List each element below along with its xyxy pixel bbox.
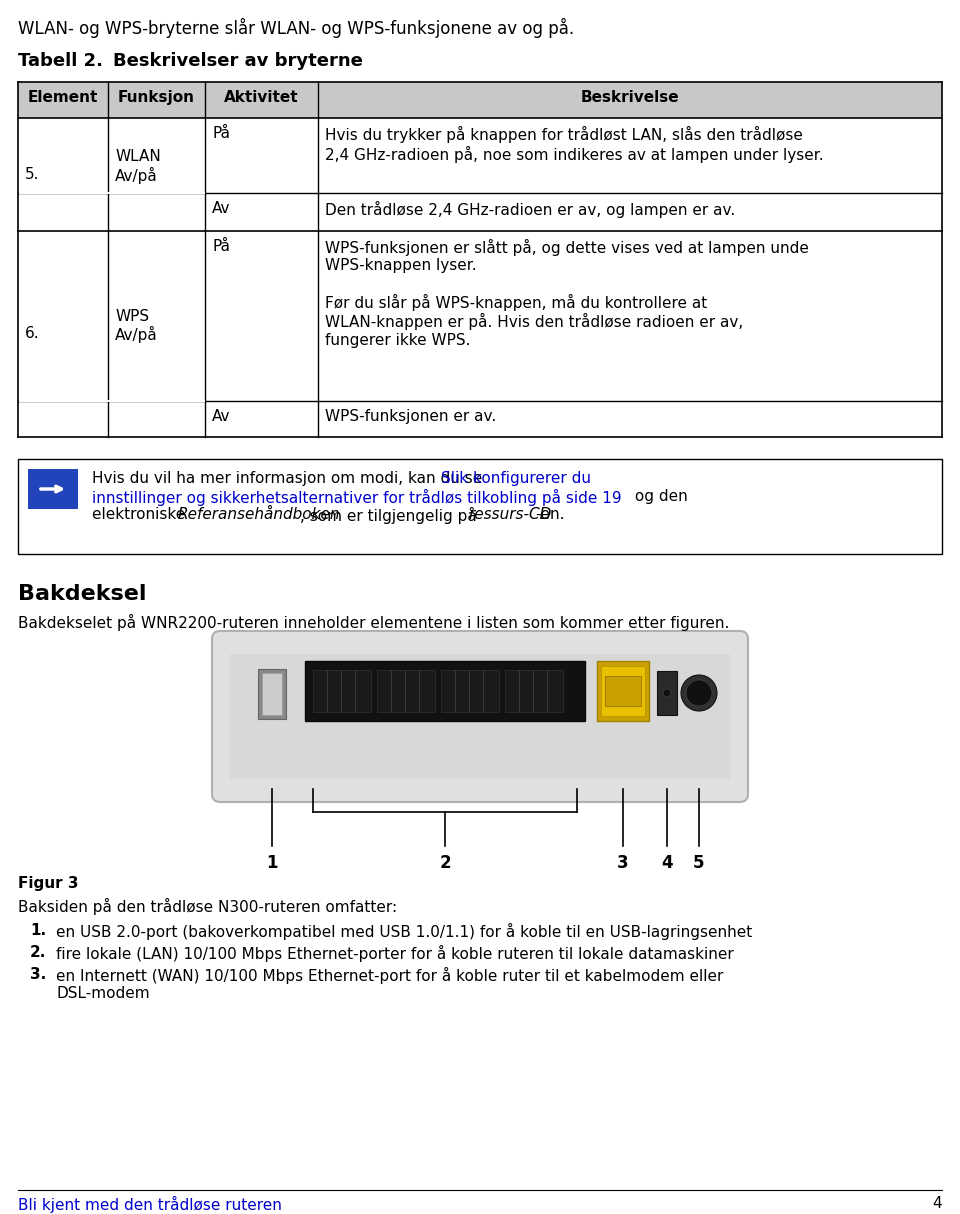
- Text: Referansehåndboken: Referansehåndboken: [178, 507, 341, 522]
- Bar: [657, 671, 677, 715]
- Text: fire lokale (LAN) 10/100 Mbps Ethernet-porter for å koble ruteren til lokale dat: fire lokale (LAN) 10/100 Mbps Ethernet-p…: [56, 944, 733, 961]
- Text: 4: 4: [661, 853, 673, 872]
- Bar: [601, 666, 645, 716]
- Text: På: På: [212, 126, 230, 141]
- Text: 3: 3: [617, 853, 629, 872]
- Text: innstillinger og sikkerhetsalternativer for trådløs tilkobling på side 19: innstillinger og sikkerhetsalternativer …: [92, 489, 622, 506]
- Circle shape: [686, 680, 712, 707]
- Bar: [18, 83, 942, 118]
- Bar: [258, 669, 286, 719]
- Text: 1.: 1.: [30, 923, 46, 938]
- Text: en Internett (WAN) 10/100 Mbps Ethernet-port for å koble ruter til et kabelmodem: en Internett (WAN) 10/100 Mbps Ethernet-…: [56, 968, 724, 1002]
- Bar: [19, 399, 205, 402]
- Bar: [305, 660, 585, 721]
- Bar: [441, 670, 499, 711]
- Text: Tabell 2.: Tabell 2.: [18, 52, 103, 70]
- Text: WPS
Av/på: WPS Av/på: [115, 308, 157, 344]
- Text: -en.: -en.: [535, 507, 564, 522]
- Text: , som er tilgjengelig på: , som er tilgjengelig på: [300, 507, 482, 524]
- Text: WLAN
Av/på: WLAN Av/på: [115, 149, 160, 183]
- Text: WPS-funksjonen er av.: WPS-funksjonen er av.: [325, 409, 496, 424]
- Text: Bakdeksel: Bakdeksel: [18, 584, 147, 605]
- Text: Aktivitet: Aktivitet: [224, 90, 299, 104]
- Text: Element: Element: [28, 90, 98, 104]
- Bar: [230, 654, 730, 779]
- Text: 4: 4: [932, 1196, 942, 1212]
- Text: Bli kjent med den trådløse ruteren: Bli kjent med den trådløse ruteren: [18, 1196, 282, 1213]
- Bar: [377, 670, 435, 711]
- Bar: [313, 670, 371, 711]
- Text: Slik konfigurerer du: Slik konfigurerer du: [441, 471, 591, 486]
- Text: Funksjon: Funksjon: [117, 90, 195, 104]
- Text: Av: Av: [212, 202, 230, 216]
- Text: en USB 2.0-port (bakoverkompatibel med USB 1.0/1.1) for å koble til en USB-lagri: en USB 2.0-port (bakoverkompatibel med U…: [56, 923, 753, 940]
- Text: Beskrivelse: Beskrivelse: [581, 90, 680, 104]
- Text: På: På: [212, 239, 230, 254]
- Bar: [262, 673, 282, 715]
- Text: WPS-funksjonen er slått på, og dette vises ved at lampen unde
WPS-knappen lyser.: WPS-funksjonen er slått på, og dette vis…: [325, 239, 809, 348]
- Text: 2: 2: [439, 853, 451, 872]
- Text: Bakdekselet på WNR2200-ruteren inneholder elementene i listen som kommer etter f: Bakdekselet på WNR2200-ruteren inneholde…: [18, 614, 730, 631]
- Bar: [19, 192, 205, 194]
- Circle shape: [663, 690, 671, 697]
- Text: 3.: 3.: [30, 968, 46, 982]
- Bar: [18, 459, 942, 554]
- Text: Beskrivelser av bryterne: Beskrivelser av bryterne: [113, 52, 363, 70]
- Text: 5: 5: [693, 853, 705, 872]
- Text: Av: Av: [212, 409, 230, 424]
- Text: Baksiden på den trådløse N300-ruteren omfatter:: Baksiden på den trådløse N300-ruteren om…: [18, 898, 397, 915]
- Text: Hvis du vil ha mer informasjon om modi, kan du se: Hvis du vil ha mer informasjon om modi, …: [92, 471, 487, 486]
- Text: WLAN- og WPS-bryterne slår WLAN- og WPS-funksjonene av og på.: WLAN- og WPS-bryterne slår WLAN- og WPS-…: [18, 18, 574, 38]
- Bar: [597, 660, 649, 721]
- Text: Hvis du trykker på knappen for trådløst LAN, slås den trådløse
2,4 GHz-radioen p: Hvis du trykker på knappen for trådløst …: [325, 126, 824, 163]
- Text: Figur 3: Figur 3: [18, 877, 79, 891]
- Text: og den: og den: [630, 489, 687, 504]
- Text: elektroniske: elektroniske: [92, 507, 190, 522]
- Bar: [28, 469, 78, 509]
- Text: ressurs-CD: ressurs-CD: [468, 507, 551, 522]
- Circle shape: [681, 675, 717, 711]
- Text: 5.: 5.: [25, 168, 39, 182]
- Text: 2.: 2.: [30, 944, 46, 960]
- Text: 6.: 6.: [25, 327, 39, 341]
- Text: Den trådløse 2,4 GHz-radioen er av, og lampen er av.: Den trådløse 2,4 GHz-radioen er av, og l…: [325, 202, 735, 219]
- Bar: [605, 676, 641, 707]
- FancyBboxPatch shape: [212, 631, 748, 802]
- Bar: [505, 670, 563, 711]
- Text: 1: 1: [266, 853, 277, 872]
